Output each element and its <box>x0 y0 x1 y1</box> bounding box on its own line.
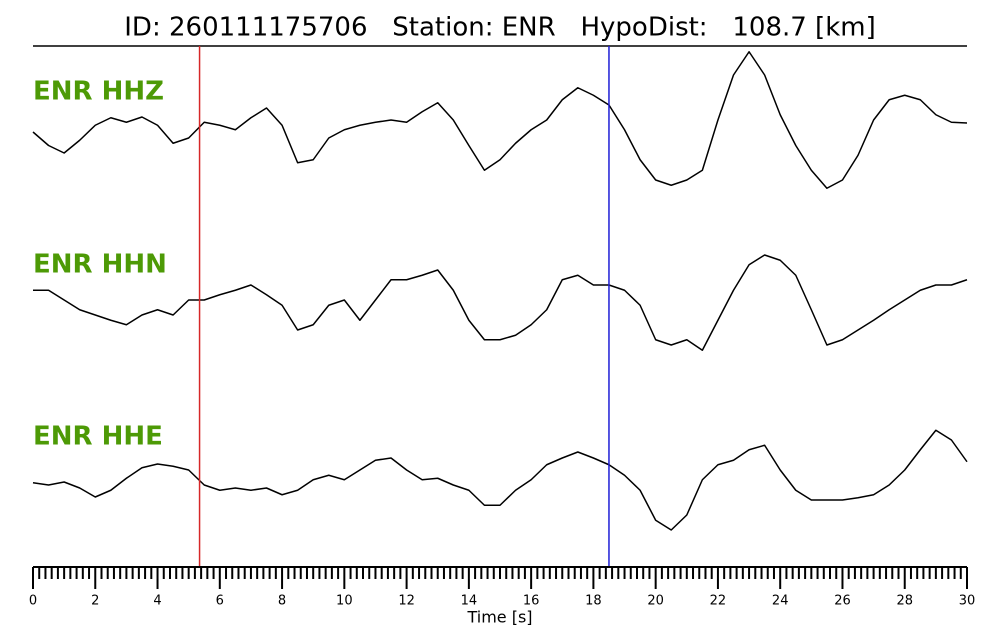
x-tick-label: 16 <box>523 594 540 609</box>
waveform <box>32 429 968 531</box>
trace-label: ENR HHN <box>33 250 167 280</box>
x-tick-label: 30 <box>959 594 976 609</box>
waveform <box>32 51 968 189</box>
x-tick-label: 10 <box>336 594 353 609</box>
x-tick-label: 12 <box>398 594 415 609</box>
waveform <box>33 254 968 351</box>
x-tick-label: 14 <box>461 594 478 609</box>
trace-label: ENR HHE <box>33 422 163 452</box>
trace-label: ENR HHZ <box>33 77 164 107</box>
x-tick-label: 26 <box>834 594 851 609</box>
x-tick-label: 20 <box>647 594 664 609</box>
x-tick-label: 0 <box>29 594 37 609</box>
x-tick-label: 4 <box>153 594 161 609</box>
chart-title: ID: 260111175706 Station: ENR HypoDist: … <box>124 13 875 43</box>
x-tick-label: 18 <box>585 594 602 609</box>
x-tick-label: 8 <box>278 594 286 609</box>
x-axis-label: Time [s] <box>466 608 532 627</box>
x-tick-label: 24 <box>772 594 789 609</box>
x-tick-label: 22 <box>710 594 727 609</box>
x-tick-label: 2 <box>91 594 99 609</box>
x-tick-label: 28 <box>896 594 913 609</box>
x-tick-label: 6 <box>216 594 224 609</box>
